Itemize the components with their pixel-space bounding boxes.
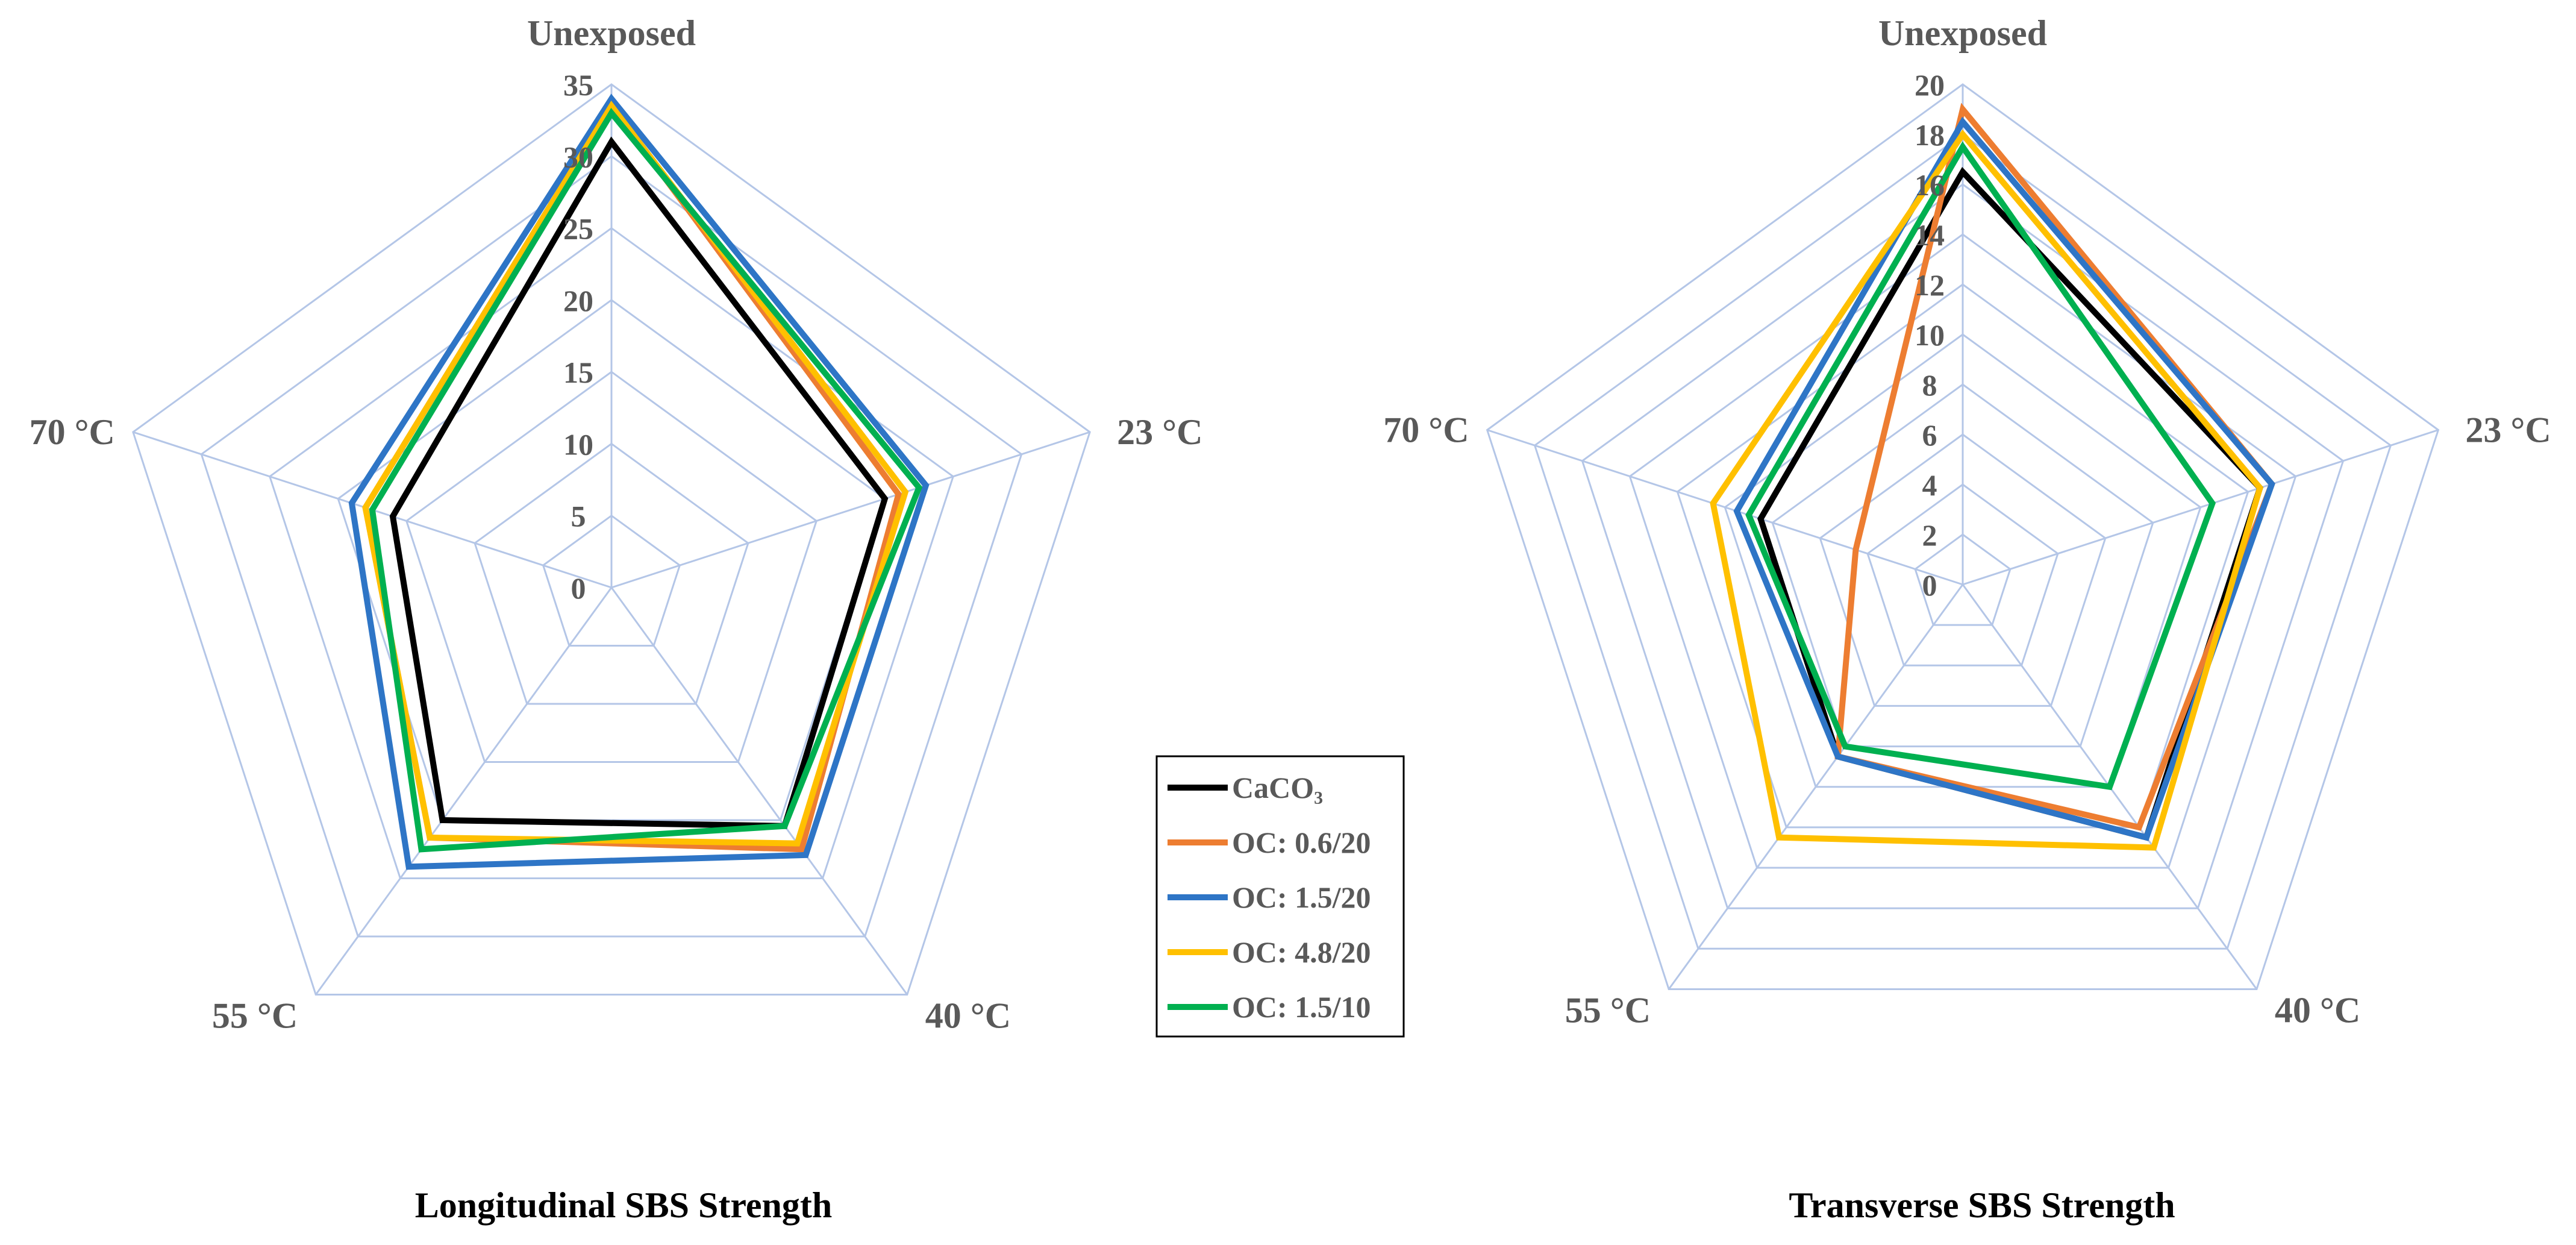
tick-label: 20: [1915, 68, 1945, 102]
tick-label: 10: [563, 427, 593, 461]
tick-label: 2: [1922, 518, 1937, 552]
tick-label: 15: [563, 356, 593, 389]
axis-label-unexposed: Unexposed: [1878, 13, 2047, 53]
legend-label-oc-1-5-20: OC: 1.5/20: [1232, 880, 1371, 914]
tick-label: 25: [563, 212, 593, 246]
axis-label-70-c: 70 °C: [1383, 410, 1469, 450]
tick-label: 10: [1915, 318, 1945, 352]
tick-label: 18: [1915, 118, 1945, 152]
tick-label: 12: [1915, 268, 1945, 302]
axis-spoke: [1487, 429, 1963, 586]
legend-label-oc-1-5-10: OC: 1.5/10: [1232, 990, 1371, 1024]
axis-label-55-c: 55 °C: [212, 996, 298, 1036]
series-oc-4-8-20: [362, 100, 909, 847]
grid-ring: [1771, 383, 2154, 748]
axis-label-23-c: 23 °C: [2465, 410, 2551, 450]
axis-spoke: [611, 431, 1090, 589]
tick-label: 20: [563, 284, 593, 318]
tick-label: 0: [571, 571, 586, 605]
axis-spoke: [1668, 584, 1964, 990]
legend-label-oc-0-6-20: OC: 0.6/20: [1232, 826, 1371, 859]
series-oc-0-6-20: [1834, 102, 2275, 831]
tick-label: 0: [1922, 568, 1937, 602]
axis-label-70-c: 70 °C: [30, 412, 115, 452]
series-oc-1-5-20: [348, 93, 930, 870]
grid-ring: [405, 371, 818, 763]
tick-label: 8: [1922, 368, 1937, 402]
axis-label-40-c: 40 °C: [2275, 991, 2360, 1030]
grid-ring: [1819, 433, 2107, 707]
axis-label-23-c: 23 °C: [1117, 412, 1202, 452]
grid-ring: [1533, 133, 2392, 950]
legend-label-oc-4-8-20: OC: 4.8/20: [1232, 935, 1371, 969]
tick-label: 5: [571, 500, 586, 533]
series-oc-4-8-20: [1710, 129, 2263, 851]
tick-label: 30: [563, 140, 593, 174]
series-oc-1-5-10: [1745, 141, 2216, 791]
grid-ring: [474, 442, 749, 705]
grid-ring: [132, 83, 1091, 996]
grid-ring: [269, 227, 954, 879]
tick-label: 35: [563, 68, 593, 102]
grid-ring: [1866, 483, 2059, 666]
axis-spoke: [610, 587, 908, 996]
legend: CaCO₃ OC: 0.6/20 OC: 1.5/20 OC: 4.8/20 OC: 1…: [1155, 755, 1405, 1038]
series-oc-1-5-10: [369, 108, 923, 853]
grid-ring: [542, 514, 681, 647]
tick-label: 6: [1922, 418, 1937, 452]
axis-label-55-c: 55 °C: [1565, 991, 1651, 1030]
axis-label-unexposed: Unexposed: [527, 13, 696, 53]
tick-label: 16: [1915, 168, 1945, 202]
longitudinal-radar-chart: 0 5 10 15 20 25 30 35 Unexposed 23 °C 40 °C 55 °C 7…: [30, 13, 1203, 1225]
grid-ring: [1676, 283, 2249, 829]
tick-label: 14: [1915, 218, 1945, 252]
axis-spoke: [314, 587, 613, 996]
tick-label: 4: [1922, 468, 1937, 502]
chart-title: Transverse SBS Strength: [1789, 1185, 2175, 1225]
transverse-radar-chart: 0 2 4 6 8 10 12 14 16 18 20 Unexposed 23 °C 40 °C 55 …: [1383, 13, 2551, 1225]
grid-ring: [1628, 233, 2297, 869]
chart-title: Longitudinal SBS Strength: [415, 1185, 833, 1225]
legend-label-caco: CaCO₃: [1232, 771, 1323, 804]
grid-ring: [1914, 533, 2012, 626]
axis-label-40-c: 40 °C: [925, 996, 1011, 1036]
series-oc-1-5-20: [1733, 116, 2275, 841]
series-caco: [389, 136, 889, 829]
grid-ring: [200, 155, 1023, 938]
grid-ring: [1486, 83, 2440, 990]
grid-ring: [1581, 183, 2345, 909]
axis-spoke: [1962, 429, 2439, 586]
